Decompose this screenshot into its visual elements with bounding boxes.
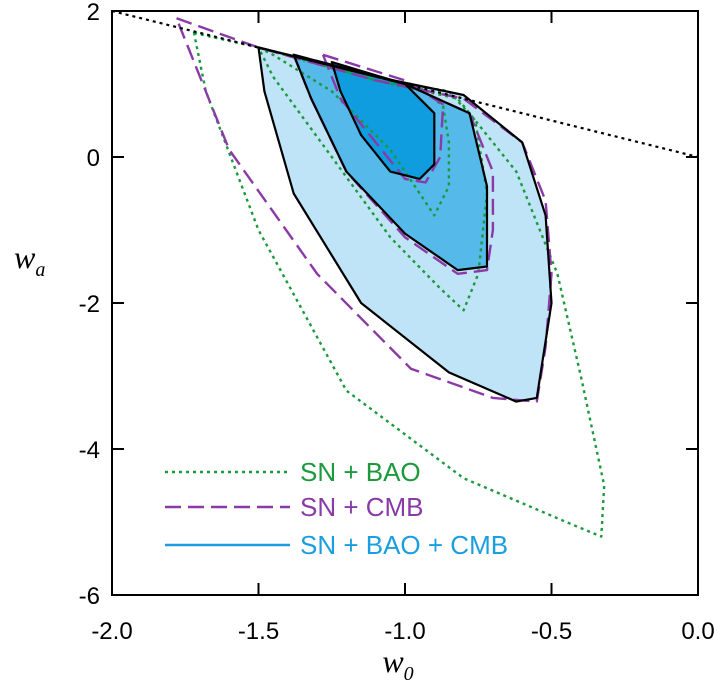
series-3-contour-2 <box>292 53 489 272</box>
y-axis-title: wa <box>14 239 45 281</box>
y-tick-label: -2 <box>79 291 100 318</box>
legend-label-3: SN + BAO + CMB <box>300 530 508 560</box>
combined-fill-level-3 <box>331 62 435 179</box>
y-tick-label: -4 <box>79 437 100 464</box>
plot-area <box>112 11 698 538</box>
series-1-contour-2 <box>257 46 489 312</box>
legend-label-1: SN + BAO <box>300 457 421 487</box>
series-2-contour-1 <box>321 53 445 184</box>
y-tick-label: 0 <box>87 145 100 172</box>
axis-ticks <box>111 10 699 596</box>
x-tick-label: 0.0 <box>681 618 714 645</box>
y-axis-title-sub: a <box>35 259 45 281</box>
legend-label-2: SN + CMB <box>300 492 424 522</box>
x-axis-title-sub: 0 <box>404 663 414 685</box>
x-tick-label: -1.0 <box>384 618 425 645</box>
series-3-contour-1 <box>257 46 553 403</box>
axis-tick-labels: -2.0 -1.5 -1.0 -0.5 0.0 -6 -4 -2 0 2 <box>79 0 714 645</box>
series-3-contour-3 <box>330 61 436 180</box>
x-axis-title-main: w <box>382 643 404 679</box>
x-tick-label: -2.0 <box>91 618 132 645</box>
x-axis-title: w0 <box>382 643 413 685</box>
y-tick-label: -6 <box>79 583 100 610</box>
x-tick-label: -0.5 <box>531 618 572 645</box>
boundary-line <box>112 11 698 159</box>
y-tick-label: 2 <box>87 0 100 26</box>
x-tick-label: -1.5 <box>238 618 279 645</box>
series-2-contour-3 <box>175 17 553 403</box>
legend: SN + BAO SN + CMB SN + BAO + CMB <box>165 457 508 560</box>
y-axis-title-main: w <box>14 239 36 275</box>
